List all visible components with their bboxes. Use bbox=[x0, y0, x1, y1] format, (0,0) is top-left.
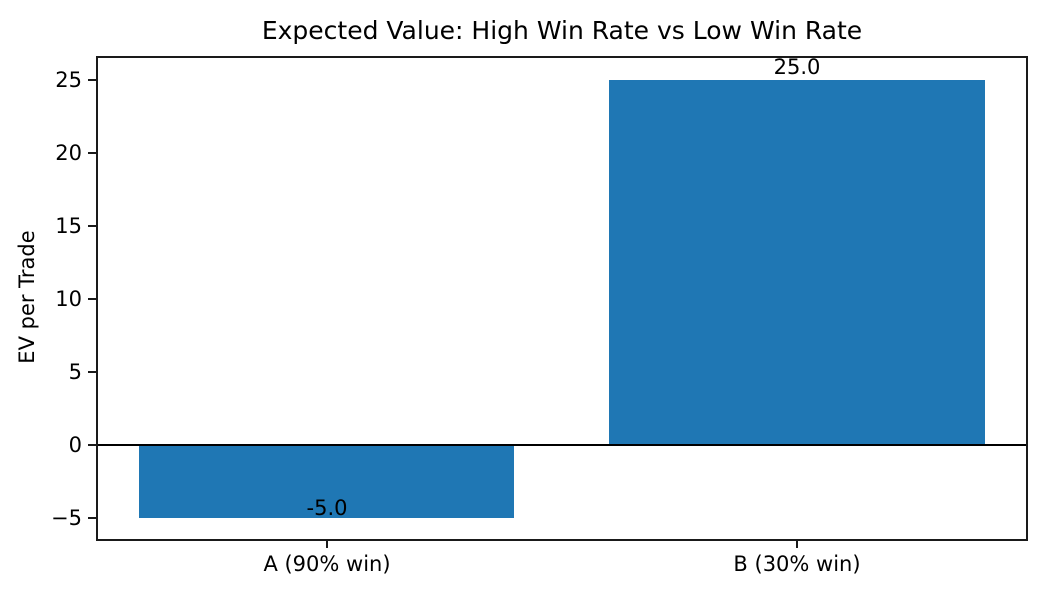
y-tick-label: −5 bbox=[51, 506, 82, 530]
plot-area bbox=[96, 56, 1028, 541]
bar-a-90-win bbox=[139, 445, 514, 518]
y-tick-label: 10 bbox=[55, 287, 82, 311]
y-tick-mark bbox=[88, 225, 96, 227]
y-tick-label: 15 bbox=[55, 214, 82, 238]
bar-value-label: -5.0 bbox=[306, 496, 348, 520]
y-tick-mark bbox=[88, 79, 96, 81]
bar-b-30-win bbox=[609, 80, 985, 445]
x-tick-mark bbox=[796, 541, 798, 548]
y-tick-label: 5 bbox=[68, 360, 82, 384]
y-tick-label: 20 bbox=[55, 141, 82, 165]
y-tick-mark bbox=[88, 371, 96, 373]
y-tick-mark bbox=[88, 152, 96, 154]
bar-value-label: 25.0 bbox=[773, 55, 821, 79]
zero-baseline bbox=[98, 444, 1026, 446]
chart-title: Expected Value: High Win Rate vs Low Win… bbox=[261, 16, 863, 45]
x-tick-label: A (90% win) bbox=[263, 552, 391, 576]
x-tick-mark bbox=[326, 541, 328, 548]
x-tick-label: B (30% win) bbox=[733, 552, 861, 576]
y-tick-mark bbox=[88, 444, 96, 446]
y-tick-label: 0 bbox=[68, 433, 82, 457]
y-axis-label: EV per Trade bbox=[15, 230, 39, 364]
y-tick-label: 25 bbox=[55, 68, 82, 92]
y-tick-mark bbox=[88, 298, 96, 300]
y-tick-mark bbox=[88, 517, 96, 519]
